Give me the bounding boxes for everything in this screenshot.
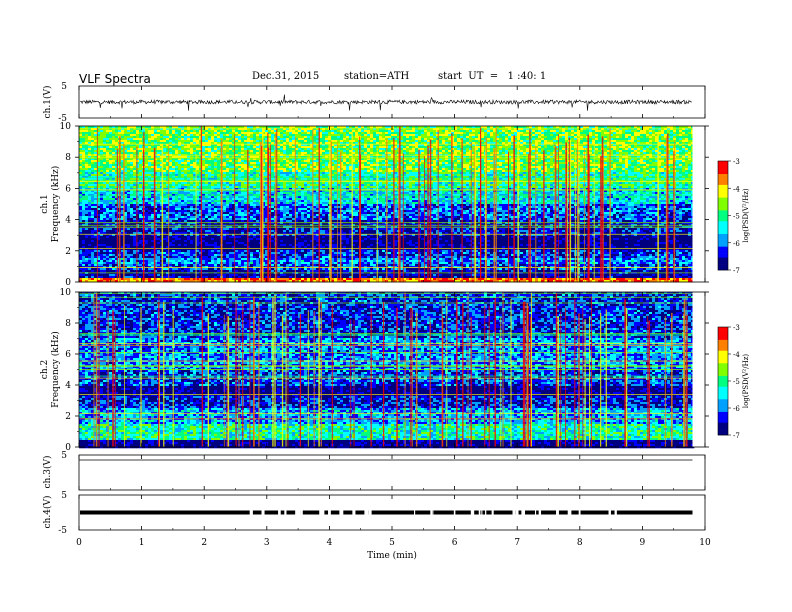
colorbar-tick-label: -3: [733, 324, 740, 332]
ch4-gap: [485, 510, 486, 515]
spectrogram-ylabel-frequency: Frequency (kHz): [50, 166, 61, 243]
colorbar-tick-label: -3: [733, 158, 740, 166]
ch4-ytick-label: 5: [61, 491, 67, 501]
xtick-label: 1: [139, 538, 145, 548]
spectrogram-1: [79, 126, 705, 282]
ch4-gap: [322, 510, 325, 515]
ch4-gap: [556, 510, 559, 515]
ch4-gap: [430, 510, 432, 515]
ch4-gap: [568, 510, 572, 515]
ch4-gap: [521, 510, 525, 515]
ch4-gap: [364, 510, 368, 515]
colorbar-label: log(PSD(V²/Hz): [742, 354, 750, 409]
ch4-gap: [454, 510, 456, 515]
ch4-gap: [479, 510, 481, 515]
colorbar-tick-label: -4: [733, 185, 740, 193]
ch4-gap: [579, 510, 580, 515]
ch3-ytick-label: 5: [61, 451, 67, 461]
spectrogram-ytick-label: 10: [60, 288, 72, 298]
spectrogram-ytick-label: 10: [60, 122, 72, 132]
ch4-waveform-trace: [80, 511, 692, 515]
spectrogram-ytick-label: 8: [65, 153, 71, 163]
spectrogram-ytick-label: 2: [65, 247, 71, 257]
ch4-gap: [515, 510, 518, 515]
ch4-gap: [471, 510, 474, 515]
ch4-gap: [368, 510, 371, 515]
xtick-label: 4: [327, 538, 333, 548]
xtick-label: 2: [201, 538, 207, 548]
spectrogram-ytick-label: 8: [65, 319, 71, 329]
ch4-gap: [251, 510, 252, 515]
colorbar-label: log(PSD(V²/Hz): [742, 188, 750, 243]
xtick-label: 9: [640, 538, 646, 548]
colorbar-tick-label: -6: [733, 405, 740, 413]
spectrogram-ytick-label: 4: [65, 216, 71, 226]
colorbar-tick-label: -7: [733, 267, 740, 275]
spectrogram-2: [79, 292, 705, 448]
ch4-gap: [278, 510, 281, 515]
ch4-gap: [513, 510, 516, 515]
spectrogram-ylabel-channel: ch.2: [40, 360, 50, 379]
xtick-label: 3: [264, 538, 270, 548]
ch4-gap: [481, 510, 482, 515]
ch4-gap: [295, 510, 298, 515]
ch4-gap: [262, 510, 265, 515]
spectrogram-ytick-label: 6: [65, 350, 71, 360]
ch4-gap: [492, 510, 494, 515]
ch4-gap: [284, 510, 286, 515]
ch4-gap: [615, 510, 617, 515]
colorbar-tick-label: -5: [733, 378, 740, 386]
ch3-ylabel: ch.3(V): [42, 456, 53, 489]
ch4-ytick-label: -5: [58, 526, 67, 536]
spectrogram-ylabel-channel: ch.1: [40, 194, 50, 213]
spectrogram-ytick-label: 4: [65, 381, 71, 391]
colorbar-tick-label: -4: [733, 351, 740, 359]
ch4-gap: [535, 510, 536, 515]
spectrogram-ytick-label: 6: [65, 184, 71, 194]
ch4-gap: [414, 510, 415, 515]
colorbar-tick-label: -7: [733, 432, 740, 440]
ch4-gap: [339, 510, 343, 515]
xtick-label: 5: [389, 538, 395, 548]
ch4-gap: [352, 510, 355, 515]
xtick-label: 8: [577, 538, 583, 548]
xtick-label: 0: [76, 538, 82, 548]
spectrogram-ytick-label: 0: [65, 278, 71, 288]
ch4-gap: [609, 510, 611, 515]
colorbar-tick-label: -5: [733, 213, 740, 221]
ch4-gap: [301, 510, 303, 515]
ch1-ylabel: ch.1(V): [42, 86, 53, 119]
ch4-ylabel: ch.4(V): [42, 496, 53, 529]
ch4-gap: [432, 510, 433, 515]
xtick-label: 10: [699, 538, 711, 548]
xaxis-label: Time (min): [367, 550, 417, 561]
xtick-label: 7: [514, 538, 520, 548]
spectrogram-ylabel-frequency: Frequency (kHz): [50, 331, 61, 408]
ch4-gap: [328, 510, 331, 515]
colorbar-tick-label: -6: [733, 240, 740, 248]
ch4-gap: [539, 510, 541, 515]
spectrogram-ytick-label: 2: [65, 412, 71, 422]
ch1-ytick-label: 5: [61, 82, 67, 92]
ch1-waveform-trace: [80, 95, 692, 111]
xtick-label: 6: [452, 538, 458, 548]
